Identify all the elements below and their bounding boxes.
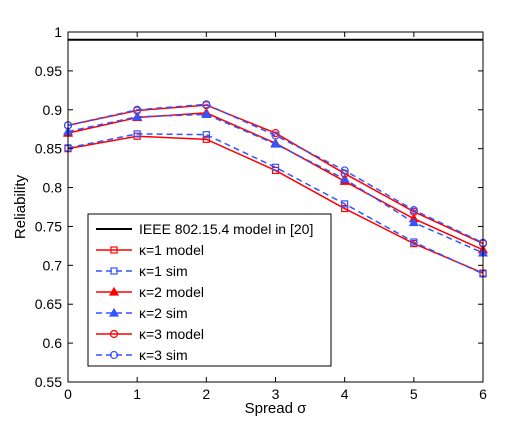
legend-marker — [110, 267, 118, 275]
y-tick-label: 0.6 — [43, 335, 63, 351]
x-tick-label: 3 — [272, 386, 280, 402]
legend-item: κ=3 model — [96, 326, 204, 342]
data-point — [202, 131, 210, 139]
y-axis-label: Reliability — [12, 174, 29, 239]
legend-item: κ=1 sim — [96, 263, 188, 279]
data-point — [271, 163, 280, 171]
y-tick-label: 0.9 — [43, 102, 63, 118]
legend-label: κ=3 model — [139, 326, 204, 342]
x-tick-label: 5 — [410, 386, 418, 402]
legend-label: κ=1 sim — [139, 263, 188, 279]
y-tick-label: 0.8 — [43, 180, 63, 196]
legend-item: κ=2 sim — [96, 305, 188, 321]
x-tick-label: 4 — [341, 386, 349, 402]
ticks-layer: 0 1 2 3 4 5 6 0.55 0.6 0.65 0.7 0.75 0.8 0.85 0.9 0.95 1 — [35, 24, 487, 402]
legend-marker — [109, 329, 119, 339]
legend-label: κ=1 model — [139, 242, 204, 258]
data-point — [202, 135, 210, 143]
y-tick-label: 0.75 — [35, 218, 62, 234]
legend-label: κ=2 sim — [139, 305, 188, 321]
legend-item: IEEE 802.15.4 model in [20] — [96, 221, 313, 237]
series-line — [67, 133, 484, 275]
data-point — [202, 100, 211, 109]
legend-label: κ=3 sim — [139, 347, 188, 363]
series-line — [67, 103, 484, 244]
x-tick-label: 6 — [479, 386, 487, 402]
data-point — [270, 138, 281, 148]
legend-marker — [108, 286, 120, 296]
data-point — [340, 166, 349, 175]
legend-item: κ=3 sim — [96, 347, 188, 363]
data-point — [133, 130, 141, 138]
legend-box — [87, 213, 332, 367]
y-tick-label: 0.95 — [35, 63, 62, 79]
y-tick-label: 0.7 — [43, 257, 63, 273]
legend-marker — [108, 307, 120, 317]
x-tick-label: 1 — [133, 386, 141, 402]
y-tick-label: 0.55 — [35, 374, 62, 390]
data-point — [341, 204, 349, 213]
legend-item: κ=1 model — [96, 242, 204, 258]
data-point — [339, 173, 350, 183]
series-2 — [64, 130, 487, 278]
x-tick-label: 0 — [64, 386, 72, 402]
legend-label: IEEE 802.15.4 model in [20] — [139, 221, 313, 237]
legend: IEEE 802.15.4 model in [20] κ=1 model κ=1 … — [87, 213, 332, 367]
series-line — [67, 104, 484, 245]
data-point — [133, 105, 142, 114]
data-point — [341, 200, 349, 208]
data-point — [132, 111, 143, 121]
data-point — [271, 131, 280, 140]
data-point — [201, 109, 212, 119]
legend-marker — [109, 350, 119, 360]
data-point — [409, 206, 418, 215]
series-4 — [62, 109, 489, 257]
data-point — [410, 238, 418, 246]
data-point — [408, 217, 419, 227]
legend-item: κ=2 model — [96, 284, 204, 300]
y-tick-label: 1 — [54, 24, 62, 40]
y-tick-label: 0.65 — [35, 296, 62, 312]
x-tick-label: 2 — [202, 386, 210, 402]
legend-label: κ=2 model — [139, 284, 204, 300]
x-axis-label: Spread σ — [245, 400, 308, 417]
legend-marker — [110, 246, 118, 254]
y-tick-label: 0.85 — [35, 141, 62, 157]
